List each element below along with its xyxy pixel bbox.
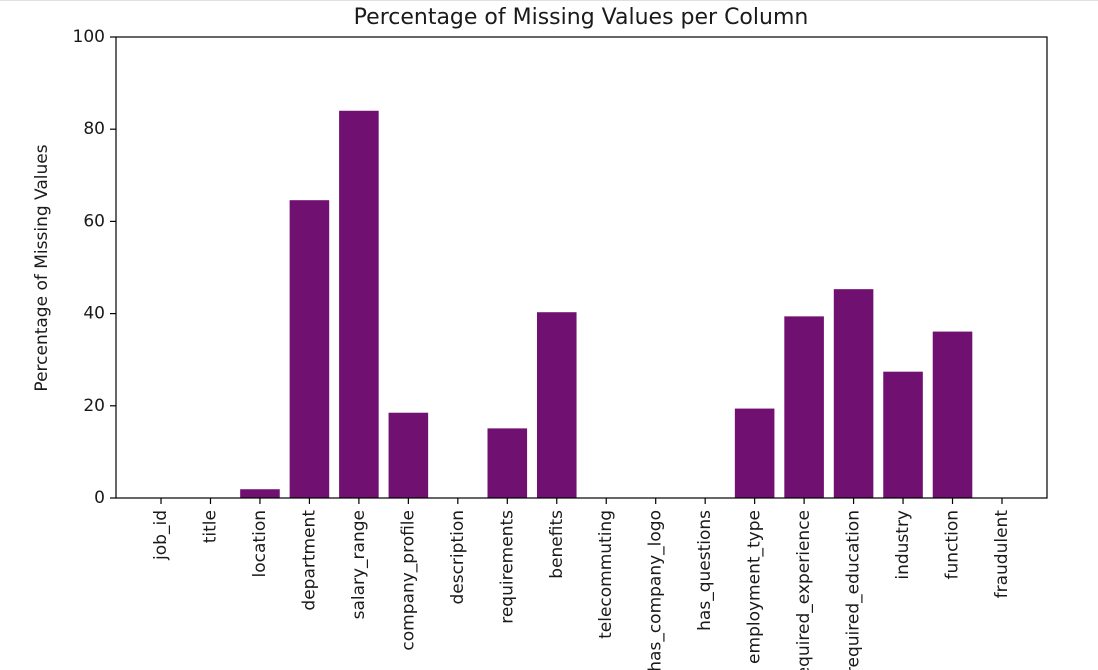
x-tick-label: requirements — [497, 510, 517, 624]
y-tick-label: 20 — [83, 396, 105, 416]
bar-industry — [883, 371, 923, 498]
x-tick-label: description — [448, 510, 468, 605]
bar-department — [289, 200, 330, 498]
y-tick-label: 100 — [73, 27, 105, 47]
x-tick-label: fraudulent — [992, 510, 1012, 599]
bar-required-experience — [784, 316, 824, 498]
x-tick-label: has_company_logo — [646, 510, 666, 670]
bar-required-education — [833, 289, 874, 498]
bars-group — [240, 110, 973, 498]
bar-benefits — [536, 312, 577, 498]
x-tick-label: job_id — [151, 510, 171, 561]
y-tick-label: 40 — [83, 304, 105, 324]
x-tick-label: industry — [893, 510, 913, 580]
bar-salary-range — [339, 110, 379, 498]
x-tick-label: required_experience — [794, 510, 814, 670]
x-tick-label: title — [200, 510, 220, 543]
bar-employment-type — [734, 408, 775, 498]
x-tick-label: has_questions — [695, 510, 715, 631]
x-tick-label: company_profile — [398, 510, 418, 651]
y-axis-ticks: 0 20 40 60 80 100 — [73, 27, 116, 508]
bar-requirements — [487, 428, 528, 498]
x-tick-label: function — [943, 510, 963, 579]
x-tick-label: location — [250, 510, 270, 577]
x-tick-label: benefits — [547, 510, 567, 579]
bar-company-profile — [388, 412, 429, 498]
x-axis-ticks: job_id title location department salary_rang… — [151, 498, 1012, 670]
x-tick-label: required_education — [844, 510, 864, 670]
bar-function — [932, 331, 973, 498]
x-tick-label: employment_type — [745, 510, 765, 664]
bar-location — [240, 489, 280, 498]
y-axis-label: Percentage of Missing Values — [32, 144, 52, 391]
y-tick-label: 60 — [83, 211, 105, 231]
x-tick-label: telecommuting — [596, 510, 616, 639]
plot-frame — [115, 36, 1048, 499]
y-tick-label: 0 — [94, 488, 105, 508]
x-tick-label: department — [299, 510, 319, 611]
y-tick-label: 80 — [83, 119, 105, 139]
chart-title: Percentage of Missing Values per Column — [354, 5, 809, 30]
top-border — [0, 0, 1098, 1]
x-tick-label: salary_range — [349, 510, 369, 619]
